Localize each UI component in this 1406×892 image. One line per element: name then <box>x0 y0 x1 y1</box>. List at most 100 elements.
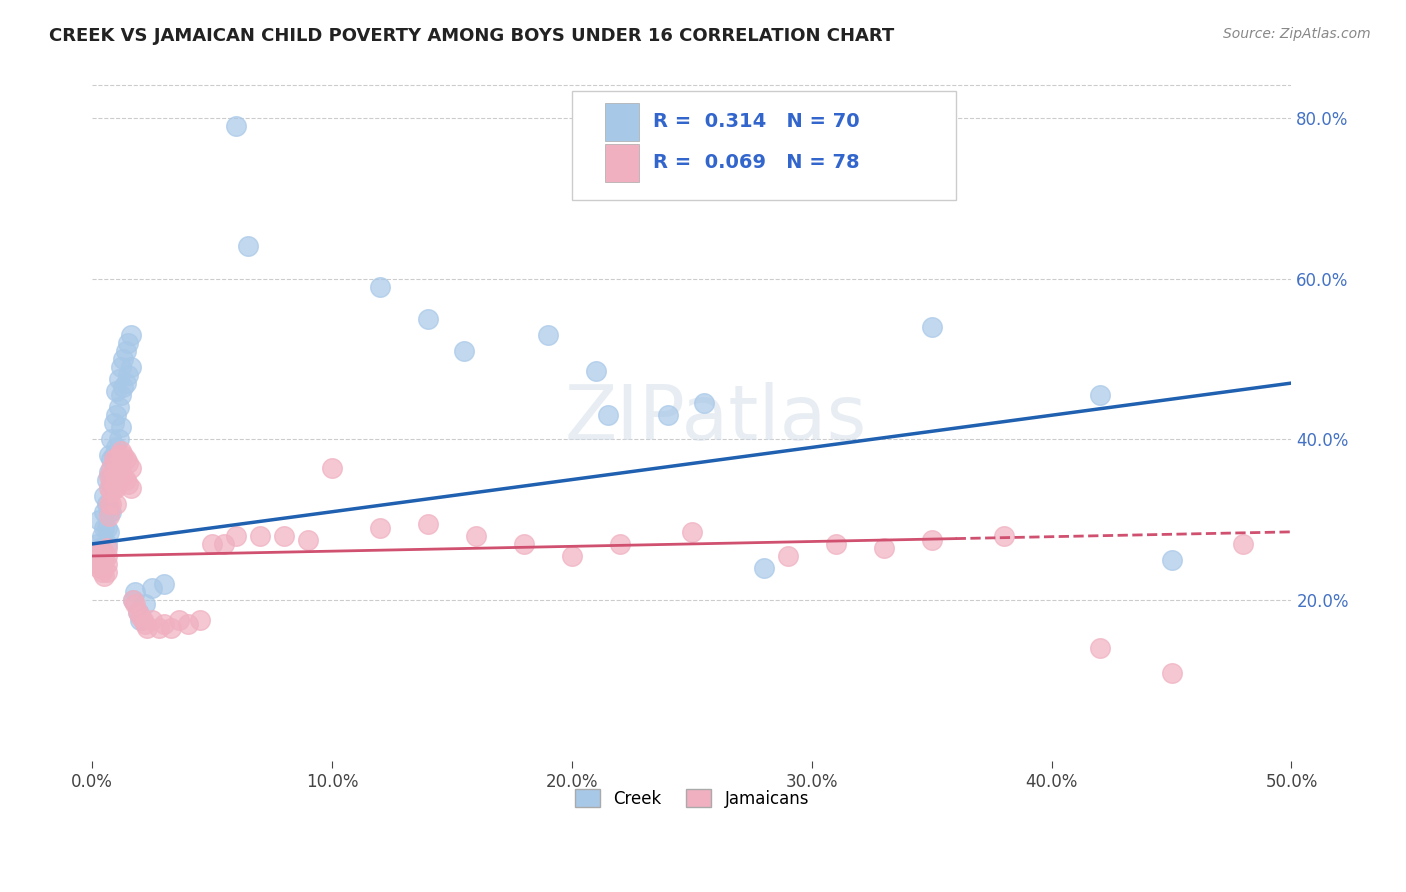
Point <box>105 441 128 455</box>
Text: R =  0.069   N = 78: R = 0.069 N = 78 <box>654 153 860 172</box>
Point <box>112 468 135 483</box>
Point <box>93 489 115 503</box>
Point <box>86 549 108 563</box>
Point <box>90 565 112 579</box>
Point <box>120 460 142 475</box>
Point <box>90 557 112 571</box>
Point <box>114 376 136 390</box>
Point <box>110 420 132 434</box>
Point <box>117 335 139 350</box>
Point <box>89 541 111 555</box>
Point <box>96 557 118 571</box>
Point <box>100 433 122 447</box>
Point <box>100 505 122 519</box>
Point <box>120 481 142 495</box>
Point <box>416 311 439 326</box>
Point <box>89 513 111 527</box>
Point <box>167 613 190 627</box>
Point <box>89 561 111 575</box>
Point <box>98 465 121 479</box>
Point <box>127 605 149 619</box>
Point <box>1232 537 1254 551</box>
Point <box>124 585 146 599</box>
Point <box>100 476 122 491</box>
Point <box>100 497 122 511</box>
Point <box>90 549 112 563</box>
Point <box>105 409 128 423</box>
Point <box>105 452 128 467</box>
Point <box>96 537 118 551</box>
Point <box>103 417 125 431</box>
Bar <box>606 145 640 182</box>
Point <box>585 364 607 378</box>
Point <box>103 452 125 467</box>
Point <box>1160 553 1182 567</box>
Point <box>105 468 128 483</box>
Point <box>131 613 153 627</box>
Point <box>83 545 105 559</box>
Point <box>98 468 121 483</box>
Point <box>120 359 142 374</box>
Point <box>86 537 108 551</box>
Point <box>98 449 121 463</box>
Text: Source: ZipAtlas.com: Source: ZipAtlas.com <box>1223 27 1371 41</box>
Point <box>122 593 145 607</box>
Text: R =  0.314   N = 70: R = 0.314 N = 70 <box>654 112 860 131</box>
Point <box>105 497 128 511</box>
Point <box>124 597 146 611</box>
Point <box>212 537 235 551</box>
Point <box>1160 665 1182 680</box>
Point <box>103 449 125 463</box>
Point <box>824 537 846 551</box>
Point <box>453 343 475 358</box>
Point <box>90 557 112 571</box>
Point <box>236 239 259 253</box>
Point <box>117 457 139 471</box>
Bar <box>606 103 640 141</box>
Point <box>96 521 118 535</box>
Point <box>89 553 111 567</box>
Point <box>105 481 128 495</box>
Point <box>98 508 121 523</box>
Point <box>465 529 488 543</box>
Point <box>681 524 703 539</box>
Point <box>110 444 132 458</box>
Point <box>103 473 125 487</box>
Point <box>114 473 136 487</box>
Point <box>89 545 111 559</box>
Point <box>90 529 112 543</box>
Point <box>561 549 583 563</box>
Point <box>129 609 152 624</box>
Point <box>93 561 115 575</box>
Point <box>112 351 135 366</box>
Point <box>110 359 132 374</box>
Point <box>117 368 139 382</box>
Point <box>122 593 145 607</box>
Point <box>114 343 136 358</box>
Point <box>93 521 115 535</box>
Point <box>100 460 122 475</box>
Point <box>513 537 536 551</box>
Point <box>921 533 943 547</box>
FancyBboxPatch shape <box>572 91 956 201</box>
Legend: Creek, Jamaicans: Creek, Jamaicans <box>568 783 815 814</box>
Point <box>96 565 118 579</box>
Point <box>83 549 105 563</box>
Point <box>86 545 108 559</box>
Point <box>107 372 129 386</box>
Point <box>103 465 125 479</box>
Point <box>177 617 200 632</box>
Point <box>93 545 115 559</box>
Point <box>112 449 135 463</box>
Point <box>89 553 111 567</box>
Point <box>107 433 129 447</box>
Point <box>96 541 118 555</box>
Point <box>225 529 247 543</box>
Point <box>776 549 799 563</box>
Point <box>105 468 128 483</box>
Point <box>153 577 176 591</box>
Point <box>90 545 112 559</box>
Point <box>141 613 163 627</box>
Point <box>1088 641 1111 656</box>
Point <box>93 553 115 567</box>
